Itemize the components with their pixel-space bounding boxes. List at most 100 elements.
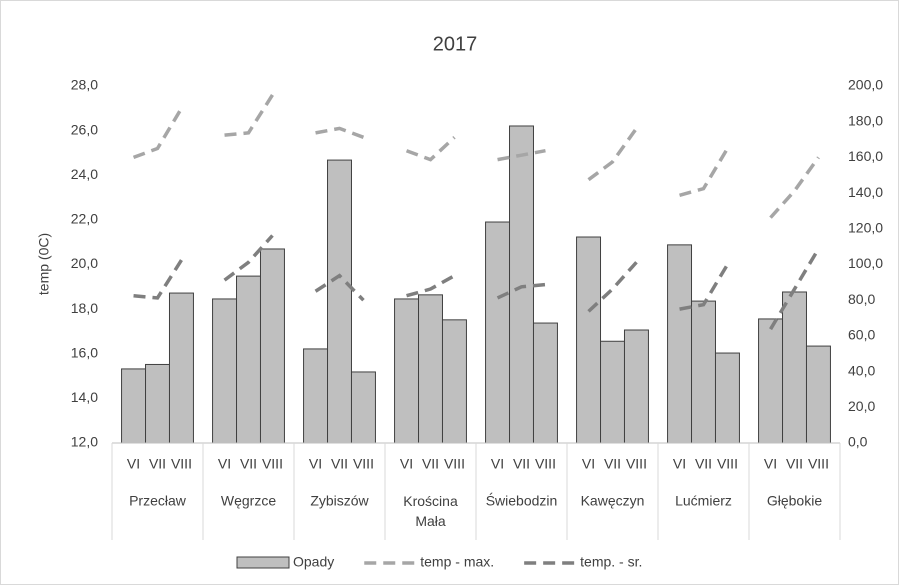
bar — [485, 221, 511, 444]
bar — [327, 159, 352, 444]
x-tick-label: VIII — [626, 456, 647, 472]
line-series — [769, 156, 820, 219]
x-tick-label: VIII — [535, 456, 556, 472]
bar — [600, 340, 625, 444]
group-label: Węgrzce — [221, 493, 276, 509]
group-label: Kawęczyn — [581, 493, 645, 509]
y2-tick-label: 140,0 — [848, 184, 883, 200]
y2-tick-label: 200,0 — [848, 77, 883, 93]
x-tick-label: VI — [218, 456, 231, 472]
y2-tick-label: 180,0 — [848, 112, 883, 128]
y2-tick-label: 60,0 — [848, 327, 875, 343]
bar — [667, 244, 693, 444]
x-tick-label: VI — [127, 456, 140, 472]
x-tick-label: VII — [149, 456, 166, 472]
bar — [303, 348, 329, 444]
x-tick-label: VI — [764, 456, 777, 472]
x-tick-label: VIII — [171, 456, 192, 472]
bar — [782, 291, 807, 444]
x-tick-label: VII — [422, 456, 439, 472]
line-series — [679, 147, 729, 198]
line-series — [497, 148, 546, 162]
group-label: Świebodzin — [486, 492, 558, 509]
x-tick-label: VIII — [717, 456, 738, 472]
x-tick-label: VIII — [262, 456, 283, 472]
bar — [509, 125, 534, 444]
y2-tick-label: 0,0 — [848, 434, 868, 450]
y-tick-label: 12,0 — [71, 434, 98, 450]
group-label: Krościna Mała — [403, 493, 458, 529]
x-tick-label: VI — [673, 456, 686, 472]
bar — [145, 363, 170, 444]
x-tick-label: VIII — [808, 456, 829, 472]
line-series — [132, 107, 183, 160]
group-label: Głębokie — [767, 493, 822, 509]
x-tick-label: VI — [400, 456, 413, 472]
bar — [691, 300, 716, 444]
line-series — [679, 263, 729, 311]
y-tick-label: 14,0 — [71, 389, 98, 405]
bar — [350, 371, 376, 444]
y-tick-label: 18,0 — [71, 300, 98, 316]
group-label: Przecław — [129, 493, 187, 509]
y2-tick-label: 80,0 — [848, 291, 875, 307]
line-series — [223, 234, 274, 282]
x-tick-label: VII — [695, 456, 712, 472]
bar — [714, 352, 740, 444]
bar — [259, 248, 285, 444]
x-tick-label: VI — [582, 456, 595, 472]
x-tick-label: VII — [604, 456, 621, 472]
line-series — [587, 261, 638, 313]
group-label: Zybiszów — [310, 493, 369, 509]
bar — [121, 368, 147, 444]
x-tick-label: VII — [331, 456, 348, 472]
legend-label: temp - max. — [420, 554, 494, 570]
line-series — [133, 259, 183, 300]
line-series — [315, 126, 365, 139]
x-tick-label: VII — [240, 456, 257, 472]
line-series — [496, 282, 546, 300]
line-series — [769, 247, 820, 331]
y-tick-label: 28,0 — [71, 77, 98, 93]
bar — [236, 275, 261, 444]
y2-tick-label: 20,0 — [848, 398, 875, 414]
y-tick-label: 16,0 — [71, 344, 98, 360]
line-series — [224, 93, 274, 137]
bar — [532, 322, 558, 444]
y2-tick-label: 100,0 — [848, 255, 883, 271]
bar — [576, 236, 602, 444]
y-tick-label: 20,0 — [71, 255, 98, 271]
line-series — [587, 127, 638, 182]
bar — [168, 292, 194, 444]
y-tick-label: 22,0 — [71, 211, 98, 227]
x-tick-label: VI — [309, 456, 322, 472]
legend-swatch — [236, 556, 290, 569]
y2-tick-label: 160,0 — [848, 148, 883, 164]
y2-tick-label: 40,0 — [848, 362, 875, 378]
x-tick-label: VIII — [444, 456, 465, 472]
x-tick-label: VIII — [353, 456, 374, 472]
bar — [212, 298, 238, 444]
line-series — [406, 274, 456, 298]
group-label: Lućmierz — [675, 493, 732, 509]
bar — [441, 319, 467, 444]
x-tick-label: VII — [786, 456, 803, 472]
x-tick-label: VI — [491, 456, 504, 472]
bar — [394, 298, 420, 444]
bar — [758, 318, 784, 444]
y2-tick-label: 120,0 — [848, 220, 883, 236]
line-series — [405, 136, 456, 162]
legend-label: temp. - sr. — [580, 554, 642, 570]
bar — [418, 294, 443, 444]
x-tick-label: VII — [513, 456, 530, 472]
y-tick-label: 24,0 — [71, 166, 98, 182]
y-axis-label: temp (0C) — [36, 233, 52, 295]
bar — [805, 345, 831, 444]
chart-title: 2017 — [433, 33, 478, 55]
bar — [623, 329, 649, 444]
y-tick-label: 26,0 — [71, 121, 98, 137]
line-series — [314, 273, 365, 302]
legend-label: Opady — [293, 554, 334, 570]
